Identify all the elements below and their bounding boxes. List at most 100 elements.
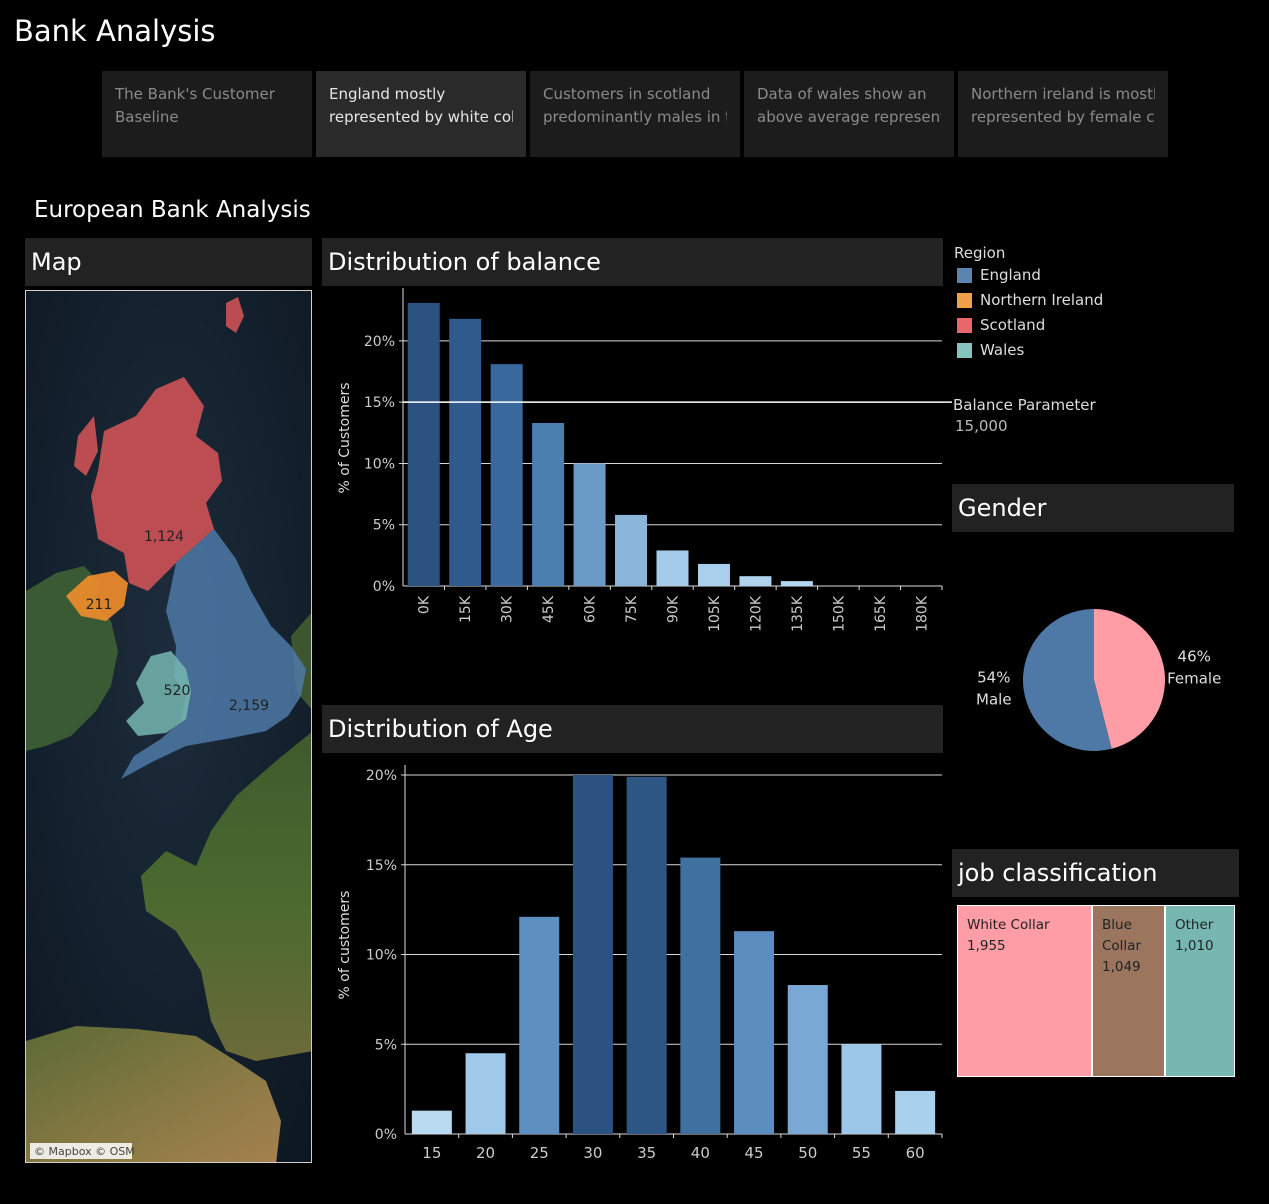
- wales-region: [126, 651, 191, 736]
- legend-label: Northern Ireland: [980, 291, 1104, 309]
- france-land: [141, 732, 311, 1061]
- bar[interactable]: [465, 1053, 506, 1134]
- story-tab-line: above average represent..: [757, 108, 941, 126]
- pie-slice-female[interactable]: [1094, 609, 1165, 749]
- pie-slice-male[interactable]: [1023, 609, 1112, 751]
- bar[interactable]: [449, 318, 482, 586]
- legend-item-wales[interactable]: Wales: [957, 341, 1024, 359]
- x-tick-label: 150K: [831, 595, 847, 632]
- y-tick-label: 15%: [364, 395, 395, 411]
- scotland-region: [91, 377, 222, 591]
- legend-item-northern-ireland[interactable]: Northern Ireland: [957, 291, 1103, 309]
- treemap-cell[interactable]: Other 1,010: [1165, 905, 1235, 1077]
- legend-label: Wales: [980, 341, 1025, 359]
- x-tick-label: 15K: [458, 595, 474, 623]
- x-tick-label: 40: [691, 1144, 710, 1162]
- x-tick-label: 180K: [914, 595, 930, 632]
- bar[interactable]: [895, 1090, 936, 1134]
- pie-pct-label: 46%: [1178, 648, 1211, 666]
- story-tab-line: represented by white col..: [329, 108, 513, 126]
- treemap-label: Blue: [1102, 917, 1132, 933]
- treemap-label: Collar: [1102, 938, 1142, 954]
- x-tick-label: 20: [476, 1144, 495, 1162]
- legend-item-scotland[interactable]: Scotland: [957, 316, 1045, 334]
- legend-swatch: [957, 267, 972, 283]
- story-tab-line: represented by female c..: [971, 108, 1155, 126]
- legend-title: Region: [954, 244, 1006, 262]
- age-chart: 0% 5% 10% 15% 20% 15 20 25 30 35 40 45 50 55 60 % of cu…: [337, 765, 943, 1162]
- x-tick-label: 120K: [748, 595, 764, 632]
- y-tick-label: 10%: [364, 456, 395, 472]
- legend-label: Scotland: [980, 316, 1046, 334]
- bar[interactable]: [490, 364, 523, 586]
- y-tick-label: 15%: [366, 858, 397, 874]
- parameter-value[interactable]: 15,000: [955, 417, 1008, 435]
- map-svg: 1,124 211 520 2,159 © Mapbox © OSM: [26, 291, 311, 1162]
- bar[interactable]: [739, 576, 772, 586]
- story-tab-line: Baseline: [115, 108, 179, 126]
- bar[interactable]: [697, 563, 730, 586]
- pie-category-label: Female: [1167, 670, 1221, 688]
- x-tick-label: 15: [422, 1144, 441, 1162]
- story-tab-line: The Bank's Customer: [115, 85, 275, 103]
- x-tick-label: 135K: [790, 595, 806, 632]
- story-tab-line: England mostly: [329, 85, 446, 103]
- legend-label: England: [980, 266, 1041, 284]
- y-tick-label: 20%: [364, 334, 395, 350]
- x-tick-label: 35: [637, 1144, 656, 1162]
- bar[interactable]: [519, 916, 560, 1134]
- balance-header: Distribution of balance: [322, 238, 943, 286]
- northern-ireland-region: [66, 571, 128, 621]
- story-tab-line: Data of wales show an: [757, 85, 927, 103]
- story-tab-1[interactable]: The Bank's Customer Baseline: [102, 71, 312, 157]
- x-tick-label: 50: [798, 1144, 817, 1162]
- x-tick-label: 165K: [873, 595, 889, 632]
- bar[interactable]: [680, 857, 721, 1134]
- map-label-wales: 520: [164, 683, 191, 699]
- bar[interactable]: [573, 463, 606, 586]
- y-tick-label: 0%: [375, 1127, 397, 1143]
- attribution-bg: [30, 1143, 132, 1159]
- bar[interactable]: [532, 423, 565, 586]
- x-tick-label: 30K: [500, 595, 516, 623]
- shetland-region: [226, 297, 244, 333]
- treemap-value: 1,955: [967, 938, 1006, 954]
- x-tick-label: 55: [852, 1144, 871, 1162]
- map-attribution[interactable]: © Mapbox © OSM: [34, 1145, 135, 1158]
- x-tick-label: 30: [583, 1144, 602, 1162]
- bar[interactable]: [656, 550, 689, 586]
- bar[interactable]: [841, 1044, 882, 1134]
- balance-chart: 0% 5% 10% 15% 20% 0K 15K 30K 45K 60K 75K 90K 105K 120…: [337, 288, 952, 632]
- story-tab-2[interactable]: England mostly represented by white col.…: [316, 71, 526, 157]
- bar[interactable]: [411, 1110, 452, 1134]
- x-tick-label: 25: [530, 1144, 549, 1162]
- bar[interactable]: [407, 302, 440, 586]
- bar[interactable]: [626, 776, 667, 1134]
- map-header: Map: [25, 238, 312, 286]
- legend-item-england[interactable]: England: [957, 266, 1041, 284]
- job-header: job classification: [952, 849, 1239, 897]
- bar[interactable]: [615, 514, 648, 586]
- treemap-label: Other: [1175, 917, 1214, 933]
- y-tick-label: 5%: [373, 518, 395, 534]
- bar[interactable]: [780, 581, 813, 586]
- treemap-cell[interactable]: Blue Collar 1,049: [1092, 905, 1165, 1077]
- x-tick-label: 90K: [666, 595, 682, 623]
- legend-swatch: [957, 342, 972, 358]
- treemap-label: White Collar: [967, 917, 1050, 933]
- x-tick-label: 75K: [624, 595, 640, 623]
- bar[interactable]: [572, 775, 613, 1134]
- story-tab-line: Northern ireland is mostly: [971, 85, 1155, 103]
- x-tick-label: 60K: [583, 595, 599, 623]
- map-label-england: 2,159: [229, 698, 269, 714]
- story-tab-3[interactable]: Customers in scotland predominantly male…: [530, 71, 740, 157]
- story-tab-4[interactable]: Data of wales show an above average repr…: [744, 71, 954, 157]
- treemap-value: 1,049: [1102, 959, 1141, 975]
- treemap-cell[interactable]: White Collar 1,955: [957, 905, 1092, 1077]
- story-tab-5[interactable]: Northern ireland is mostly represented b…: [958, 71, 1168, 157]
- bar[interactable]: [787, 985, 828, 1134]
- x-tick-label: 105K: [707, 595, 723, 632]
- bar[interactable]: [734, 931, 775, 1134]
- map-view[interactable]: 1,124 211 520 2,159 © Mapbox © OSM: [25, 290, 312, 1163]
- app-title: Bank Analysis: [14, 14, 216, 48]
